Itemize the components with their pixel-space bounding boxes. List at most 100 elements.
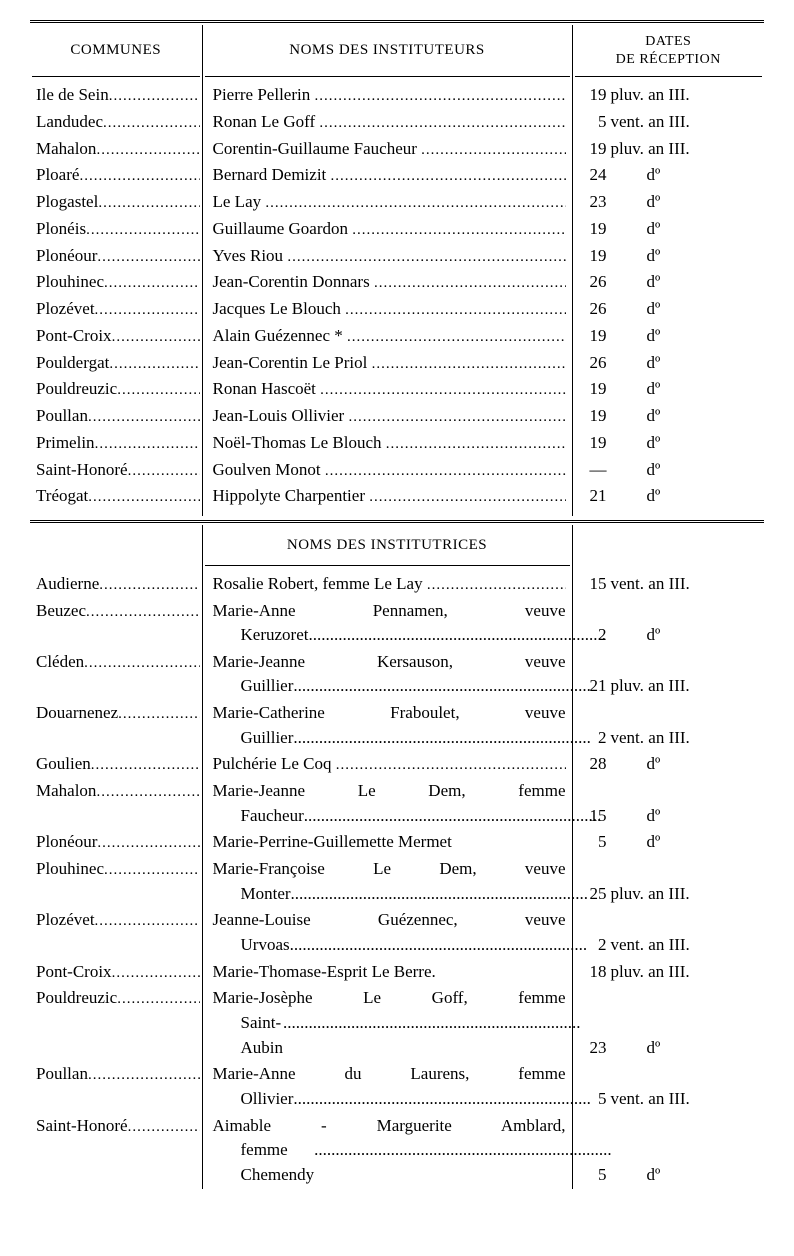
date-cell: 19dº [572,430,764,457]
table-row: Pont-Croix..............................… [30,323,764,350]
date-cell: 19dº [572,323,764,350]
commune-cell: Poullan.................................… [30,403,202,430]
header-blank [30,525,202,565]
header-blank-dates [572,525,764,565]
table-row: Saint-Honoré............................… [30,457,764,484]
table-row: Plonéour................................… [30,243,764,270]
table-row: Landudec................................… [30,109,764,136]
date-cell: 23dº [572,985,764,1061]
date-cell: 26dº [572,269,764,296]
nom-cell: Ronan Hascoët ..........................… [202,376,572,403]
table-row: Beuzec..................................… [30,598,764,649]
nom-cell: Jean-Corentin Donnars ..................… [202,269,572,296]
table-row: Plonéour................................… [30,829,764,856]
nom-cell: Jean-Louis Ollivier ....................… [202,403,572,430]
date-cell: 5 vent. an III. [572,109,764,136]
nom-cell: Marie-Thomase-Esprit Le Berre. [202,959,572,986]
nom-cell: Jeanne-Louise Guézennec, veuveUrvoas ...… [202,907,572,958]
commune-cell: Plonéour................................… [30,243,202,270]
date-cell: —dº [572,457,764,484]
nom-cell: Noël-Thomas Le Blouch ..................… [202,430,572,457]
commune-cell: Douarnenez..............................… [30,700,202,751]
table-row: Plozévet................................… [30,907,764,958]
table-row: Primelin................................… [30,430,764,457]
table-row: Cléden..................................… [30,649,764,700]
mid-double-rule [30,520,764,523]
table-row: Poullan.................................… [30,403,764,430]
nom-cell: Le Lay .................................… [202,189,572,216]
table-row: Plozévet................................… [30,296,764,323]
table-row: Saint-Honoré............................… [30,1113,764,1189]
table-row: Mahalon.................................… [30,778,764,829]
commune-cell: Plozévet................................… [30,296,202,323]
nom-cell: Pierre Pellerin ........................… [202,82,572,109]
date-cell: 19dº [572,376,764,403]
table-row: Ile de Sein.............................… [30,82,764,109]
date-cell: 2 vent. an III. [572,700,764,751]
commune-cell: Ile de Sein.............................… [30,82,202,109]
date-cell: 19 pluv. an III. [572,82,764,109]
nom-cell: Alain Guézennec * ......................… [202,323,572,350]
nom-cell: Marie-Anne Pennamen, veuveKeruzoret ....… [202,598,572,649]
top-double-rule [30,20,764,23]
instituteurs-table: COMMUNES NOMS DES INSTITUTEURS DATES DE … [30,25,764,516]
commune-cell: Plouhinec...............................… [30,269,202,296]
date-cell: 26dº [572,350,764,377]
date-cell: 19dº [572,243,764,270]
nom-cell: Yves Riou ..............................… [202,243,572,270]
commune-cell: Landudec................................… [30,109,202,136]
table-row: Mahalon.................................… [30,136,764,163]
date-cell: 19 pluv. an III. [572,136,764,163]
date-cell: 2 vent. an III. [572,907,764,958]
commune-cell: Pouldreuzic.............................… [30,376,202,403]
table-row: Plonéis.................................… [30,216,764,243]
nom-cell: Guillaume Goardon ......................… [202,216,572,243]
commune-cell: Beuzec..................................… [30,598,202,649]
commune-cell: Cléden..................................… [30,649,202,700]
commune-cell: Saint-Honoré............................… [30,1113,202,1189]
nom-cell: Marie-Anne du Laurens, femmeOllivier ...… [202,1061,572,1112]
date-cell: 2dº [572,598,764,649]
nom-cell: Goulven Monot ..........................… [202,457,572,484]
table-row: Douarnenez..............................… [30,700,764,751]
date-cell: 19dº [572,216,764,243]
table-row: Plogastel...............................… [30,189,764,216]
nom-cell: Ronan Le Goff ..........................… [202,109,572,136]
commune-cell: Poullan.................................… [30,1061,202,1112]
nom-cell: Marie-Perrine-Guillemette Mermet [202,829,572,856]
table-row: Poullan.................................… [30,1061,764,1112]
commune-cell: Pouldreuzic.............................… [30,985,202,1061]
date-cell: 23dº [572,189,764,216]
date-cell: 18 pluv. an III. [572,959,764,986]
header-communes: COMMUNES [30,25,202,76]
table-row: Pont-Croix..............................… [30,959,764,986]
nom-cell: Marie-Josèphe Le Goff, femmeSaint-Aubin … [202,985,572,1061]
commune-cell: Primelin................................… [30,430,202,457]
commune-cell: Mahalon.................................… [30,778,202,829]
commune-cell: Tréogat.................................… [30,483,202,510]
date-cell: 5dº [572,829,764,856]
nom-cell: Jacques Le Blouch ......................… [202,296,572,323]
table-row: Plouhinec...............................… [30,856,764,907]
nom-cell: Rosalie Robert, femme Le Lay ...........… [202,571,572,598]
table-row: Ploaré..................................… [30,162,764,189]
nom-cell: Aimable - Marguerite Amblard,femme Cheme… [202,1113,572,1189]
date-cell: 15 vent. an III. [572,571,764,598]
nom-cell: Hippolyte Charpentier ..................… [202,483,572,510]
nom-cell: Jean-Corentin Le Priol .................… [202,350,572,377]
commune-cell: Pont-Croix..............................… [30,323,202,350]
table-row: Pouldergat..............................… [30,350,764,377]
commune-cell: Plonéis.................................… [30,216,202,243]
table-row: Pouldreuzic.............................… [30,376,764,403]
date-cell: 19dº [572,403,764,430]
table-row: Tréogat.................................… [30,483,764,510]
date-cell: 15dº [572,778,764,829]
commune-cell: Plonéour................................… [30,829,202,856]
header-noms-instituteurs: NOMS DES INSTITUTEURS [202,25,572,76]
date-cell: 21dº [572,483,764,510]
nom-cell: Corentin-Guillaume Faucheur ............… [202,136,572,163]
nom-cell: Marie-Catherine Fraboulet, veuveGuillier… [202,700,572,751]
date-cell: 28dº [572,751,764,778]
header-dates: DATES DE RÉCEPTION [572,25,764,76]
commune-cell: Saint-Honoré............................… [30,457,202,484]
